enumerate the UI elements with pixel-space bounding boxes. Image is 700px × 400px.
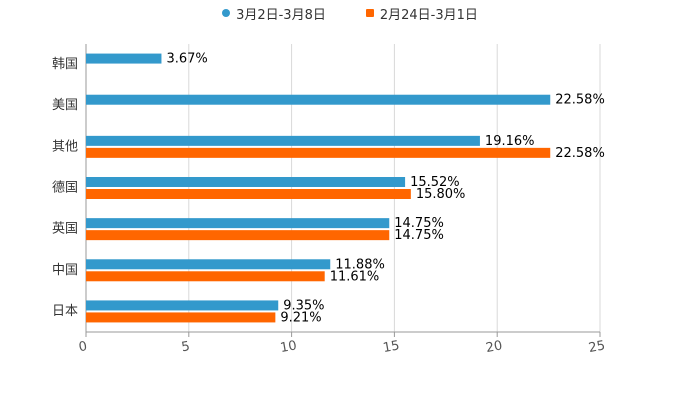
- x-tick-label: 15: [382, 338, 401, 356]
- data-label-series-1: 22.58%: [555, 93, 605, 108]
- category-label: 中国: [52, 263, 78, 278]
- x-tick-label: 5: [180, 339, 191, 355]
- category-label: 英国: [52, 222, 78, 237]
- data-label-series-2: 9.21%: [280, 310, 321, 325]
- legend-label-series-1: 3月2日-3月8日: [236, 7, 326, 23]
- legend-marker-series-1: [222, 9, 231, 17]
- x-tick-label: 10: [279, 338, 298, 356]
- data-label-series-2: 22.58%: [555, 146, 605, 161]
- chart-legend: 3月2日-3月8日 2月24日-3月1日: [0, 3, 700, 23]
- data-label-series-1: 14.75%: [394, 216, 444, 231]
- bar-series-1: [86, 177, 406, 187]
- category-label: 德国: [52, 181, 78, 196]
- bar-series-1: [86, 218, 390, 229]
- bar-series-1: [86, 135, 480, 146]
- bar-series-2: [86, 147, 551, 158]
- legend-item-series-2[interactable]: 2月24日-3月1日: [365, 4, 478, 23]
- category-label: 美国: [52, 98, 78, 113]
- data-label-series-2: 14.75%: [394, 228, 444, 243]
- x-tick-label: 25: [587, 338, 606, 356]
- data-label-series-1: 19.16%: [485, 134, 535, 149]
- data-label-series-1: 11.88%: [335, 257, 385, 272]
- legend-marker-series-2: [365, 9, 374, 17]
- data-label-series-1: 15.52%: [410, 175, 460, 190]
- category-label: 其他: [52, 139, 78, 154]
- category-label: 日本: [52, 304, 78, 319]
- data-label-series-1: 3.67%: [166, 52, 207, 67]
- legend-item-series-1[interactable]: 3月2日-3月8日: [222, 4, 326, 23]
- x-tick-label: 0: [78, 339, 89, 355]
- data-label-series-2: 11.61%: [330, 269, 380, 284]
- data-label-series-2: 15.80%: [416, 187, 466, 202]
- bar-series-1: [86, 259, 331, 270]
- bar-series-1: [86, 53, 162, 64]
- x-tick-label: 20: [485, 338, 504, 356]
- data-label-series-1: 9.35%: [283, 298, 324, 313]
- bar-series-2: [86, 271, 325, 282]
- bar-series-2: [86, 230, 390, 241]
- legend-label-series-2: 2月24日-3月1日: [379, 7, 478, 23]
- bar-series-2: [86, 312, 276, 323]
- bar-series-1: [86, 300, 279, 311]
- bar-series-1: [86, 94, 551, 105]
- bar-series-2: [86, 189, 411, 199]
- category-label: 韩国: [52, 57, 78, 72]
